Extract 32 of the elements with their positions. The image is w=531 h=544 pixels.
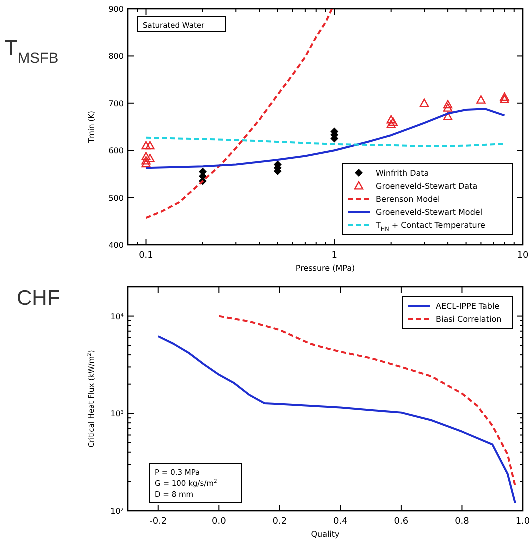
legend-label: Berenson Model <box>376 195 440 204</box>
y-tick-label: 800 <box>108 52 124 62</box>
x-tick-label: 1.0 <box>516 517 530 527</box>
x-tick-label: 1 <box>332 251 338 261</box>
line-series <box>218 315 516 488</box>
legend-label: AECL-IPPE Table <box>436 302 500 311</box>
chart-title: CHF <box>17 287 60 310</box>
legend-label: Biasi Correlation <box>436 315 502 324</box>
y-tick-label: 10² <box>110 507 124 516</box>
y-tick-label: 700 <box>108 99 124 108</box>
legend-label: Winfrith Data <box>376 169 430 178</box>
legend-label: T$_{HN}$ + Contact Temperature <box>375 221 486 233</box>
legend-label: Groeneveld-Stewart Model <box>376 208 483 217</box>
x-tick-label: 0.1 <box>139 251 154 261</box>
y-tick-label: 600 <box>108 146 124 156</box>
y-tick-label: 400 <box>108 241 124 250</box>
line-series <box>157 336 516 504</box>
x-tick-label: 0.0 <box>212 517 227 527</box>
y-tick-label: 10⁴ <box>110 312 124 322</box>
y-tick-label: 10³ <box>110 410 124 419</box>
x-tick-label: 0.8 <box>455 517 470 527</box>
text: T$_{MSFB}$ <box>5 37 59 67</box>
x-axis-title: Quality <box>311 530 340 539</box>
x-tick-label: 10 <box>517 251 529 261</box>
y-tick-label: 500 <box>108 194 124 203</box>
x-axis-title: Pressure (MPa) <box>296 264 356 273</box>
x-tick-label: 0.6 <box>394 517 409 527</box>
x-tick-label: 0.4 <box>334 517 348 527</box>
x-tick-label: -0.2 <box>150 517 168 527</box>
legend-label: Groeneveld-Stewart Data <box>376 182 478 191</box>
x-tick-label: 0.2 <box>272 517 288 527</box>
y-tick-label: 900 <box>108 5 124 14</box>
